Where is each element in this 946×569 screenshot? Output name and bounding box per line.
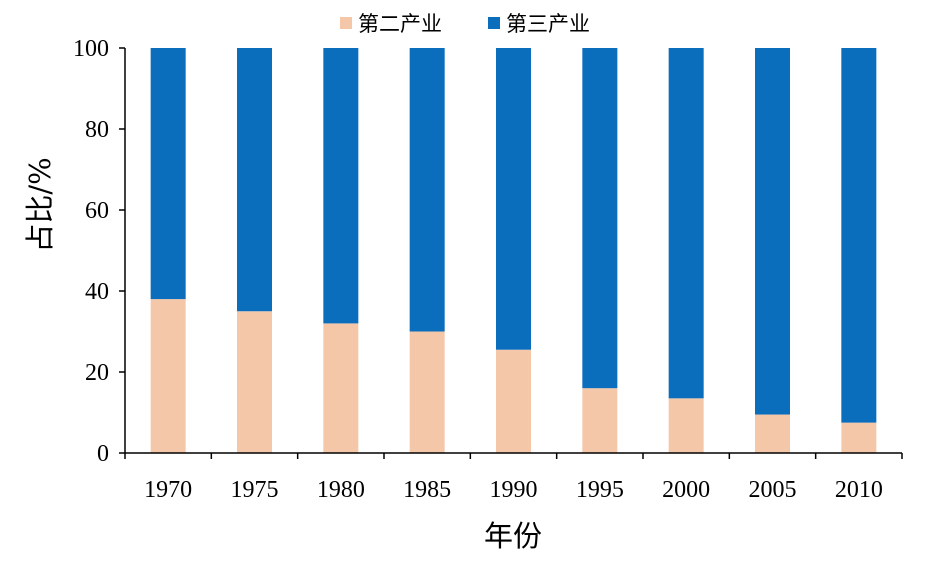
x-tick-label-1995: 1995 — [576, 477, 624, 503]
y-axis-title: 占比/% — [23, 157, 57, 252]
x-ticks-group: 1970 1975 1980 1985 1990 1995 2000 2005 2010 — [124, 453, 903, 503]
axes-group — [124, 48, 902, 454]
bar-secondary-1995 — [582, 388, 618, 453]
x-tick-label-1970: 1970 — [144, 477, 192, 503]
legend-item-secondary: 第二产业 — [340, 8, 442, 38]
bar-secondary-1970 — [150, 299, 186, 453]
legend-item-tertiary: 第三产业 — [488, 8, 590, 38]
bar-tertiary-2005 — [755, 48, 790, 415]
bar-tertiary-1980 — [323, 48, 359, 324]
x-tick-label-1990: 1990 — [490, 477, 538, 503]
y-tick-label-40: 40 — [85, 279, 109, 305]
x-tick-label-2005: 2005 — [749, 477, 797, 503]
x-tick-label-2000: 2000 — [662, 477, 710, 503]
legend: 第二产业 第三产业 — [340, 8, 590, 38]
legend-swatch-tertiary — [488, 17, 500, 29]
y-tick-label-0: 0 — [97, 441, 109, 467]
bar-tertiary-1975 — [237, 48, 272, 312]
bar-tertiary-1995 — [582, 48, 618, 389]
bar-tertiary-2010 — [841, 48, 877, 423]
bar-tertiary-1970 — [150, 48, 186, 300]
bars-group — [150, 48, 877, 453]
legend-label-tertiary: 第三产业 — [506, 12, 590, 36]
bar-tertiary-2000 — [668, 48, 704, 399]
legend-swatch-secondary — [340, 17, 352, 29]
y-tick-label-100: 100 — [73, 36, 109, 62]
y-tick-label-60: 60 — [85, 198, 109, 224]
x-tick-label-1985: 1985 — [403, 477, 451, 503]
bar-secondary-2005 — [755, 414, 790, 453]
x-axis-title: 年份 — [484, 519, 542, 553]
y-tick-label-80: 80 — [85, 117, 109, 143]
bar-secondary-1975 — [237, 311, 272, 453]
bar-secondary-1980 — [323, 323, 359, 453]
x-tick-label-1975: 1975 — [231, 477, 279, 503]
x-tick-label-1980: 1980 — [317, 477, 365, 503]
bar-tertiary-1990 — [496, 48, 531, 350]
bar-secondary-2010 — [841, 422, 877, 453]
bar-secondary-2000 — [668, 398, 704, 453]
x-tick-label-2010: 2010 — [835, 477, 883, 503]
bar-secondary-1990 — [496, 349, 531, 453]
bar-tertiary-1985 — [409, 48, 445, 332]
y-ticks-group: 0 20 40 60 80 100 — [73, 36, 125, 467]
y-tick-label-20: 20 — [85, 360, 109, 386]
bar-secondary-1985 — [409, 331, 445, 453]
legend-label-secondary: 第二产业 — [358, 12, 442, 36]
